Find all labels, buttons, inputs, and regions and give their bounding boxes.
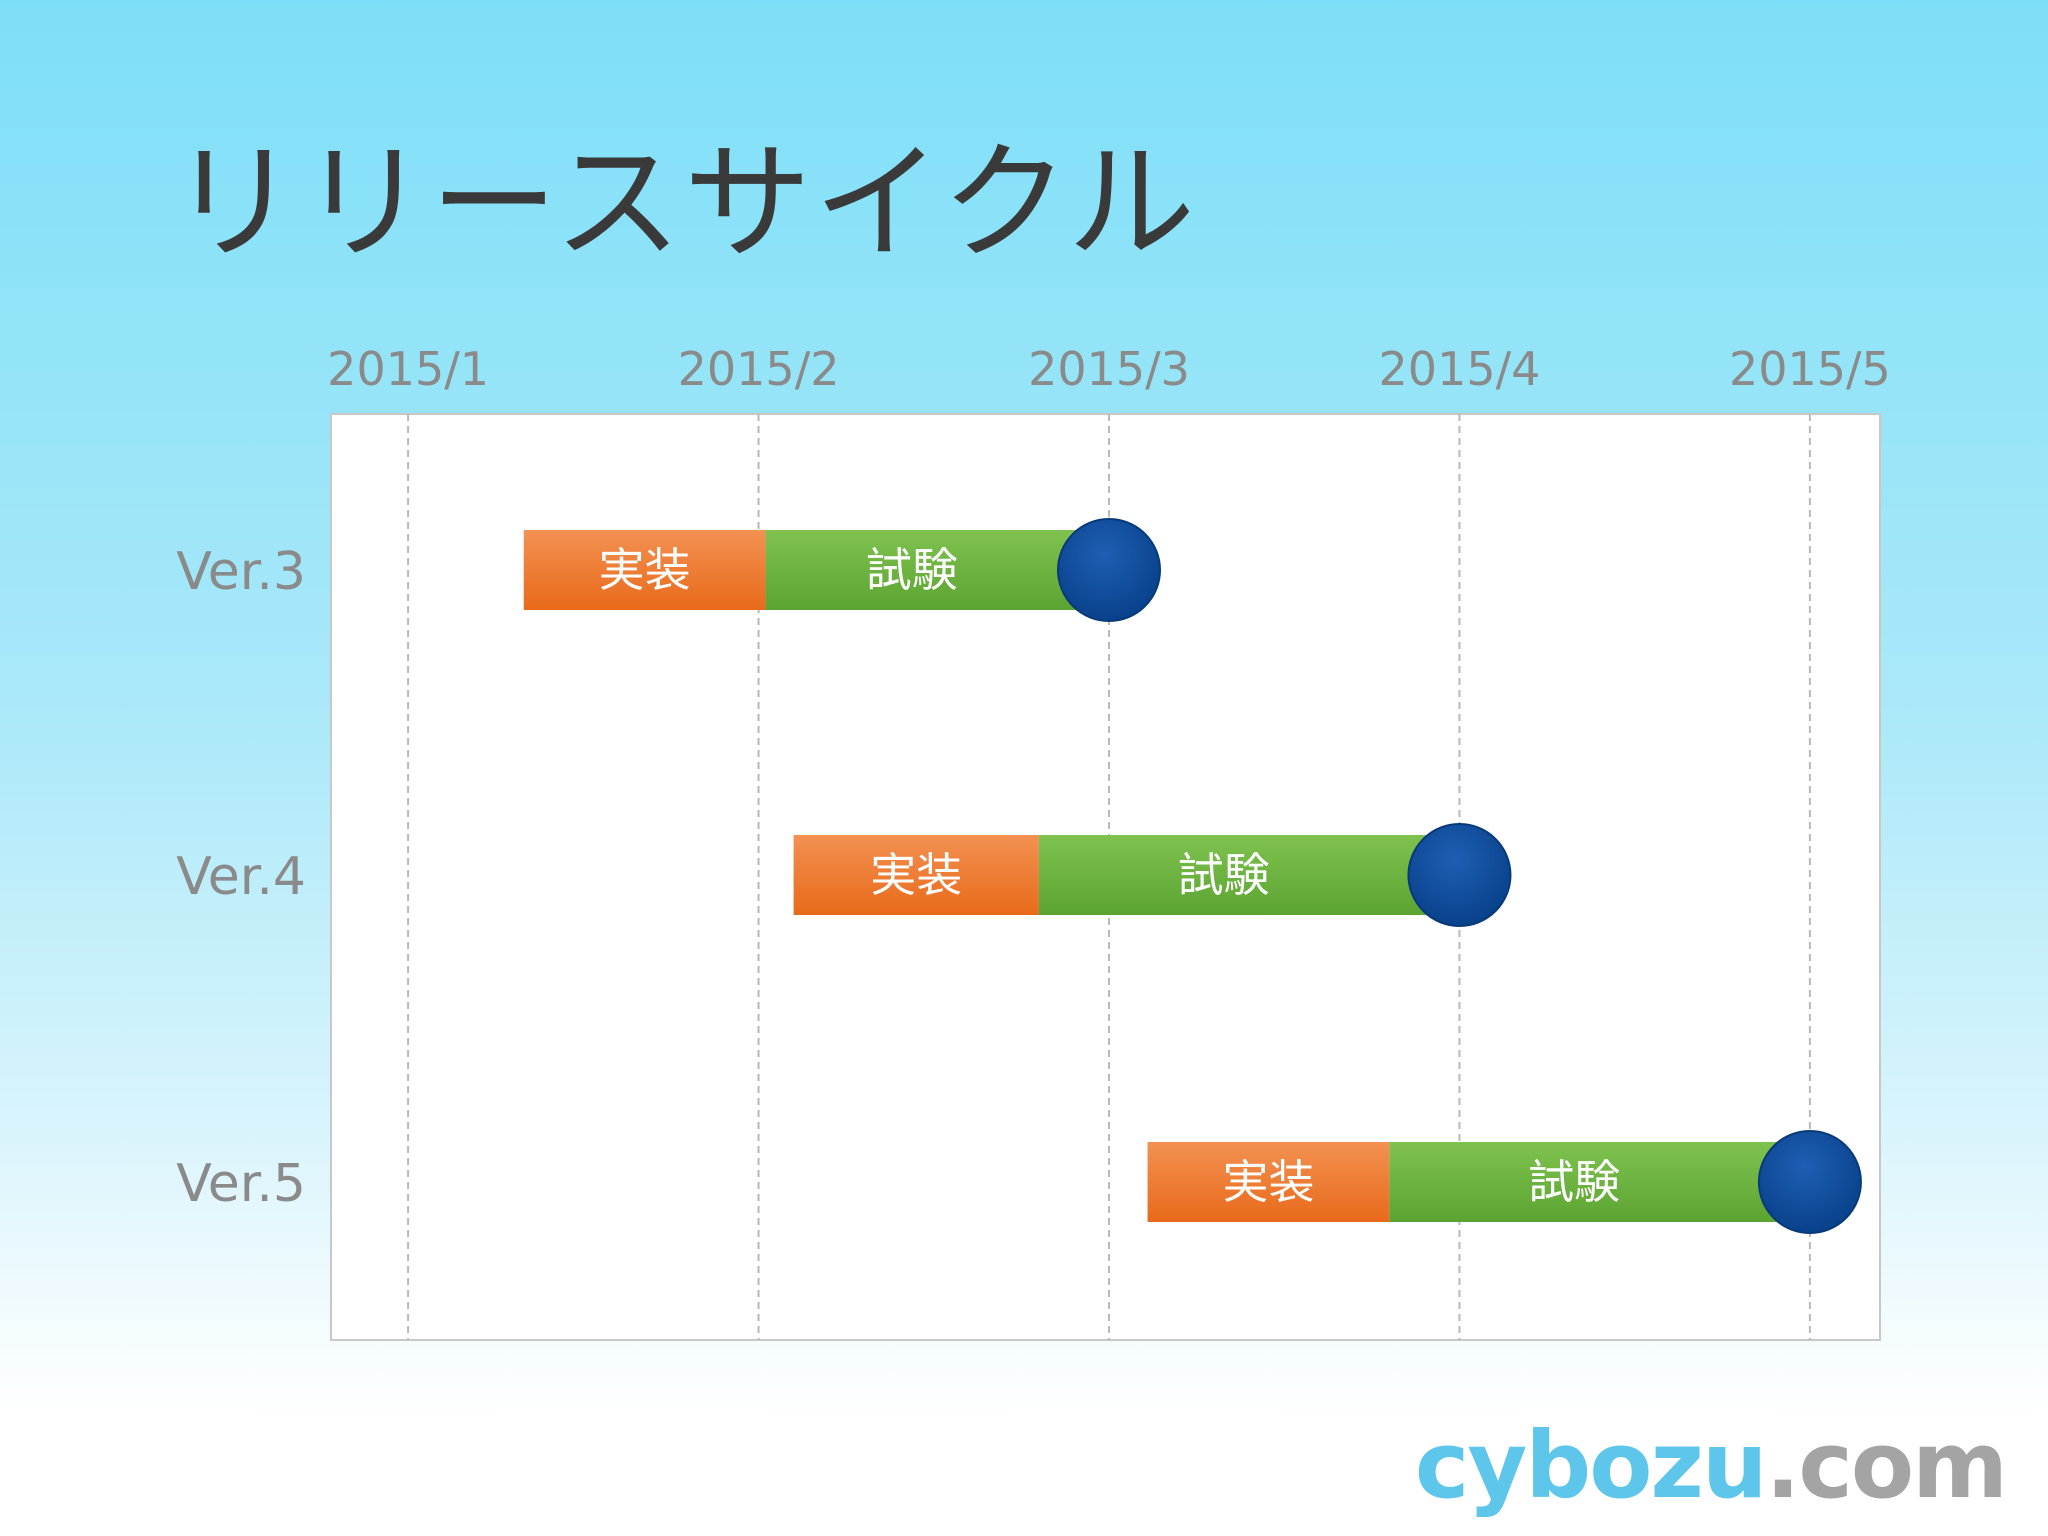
page-title: リリースサイクル xyxy=(170,129,1198,278)
phase-label: 試験 xyxy=(1528,1155,1620,1209)
phase-label: 試験 xyxy=(1178,848,1270,902)
phase-label: 実装 xyxy=(599,543,691,597)
phase-bar-test xyxy=(1389,1142,1810,1222)
gantt-row: 実装 試験 xyxy=(793,823,1512,927)
cybozu-logo: cybozu.com xyxy=(1415,1420,2008,1512)
logo-tld: .com xyxy=(1765,1412,2008,1519)
phase-label: 実装 xyxy=(1222,1155,1314,1209)
milestone-marker xyxy=(1057,518,1162,622)
phase-label: 実装 xyxy=(870,848,962,902)
phase-bar-test xyxy=(1038,835,1460,915)
gantt-row: 実装 試験 xyxy=(1147,1130,1862,1234)
row-label: Ver.5 xyxy=(176,1154,306,1214)
phase-bar-impl xyxy=(1147,1142,1390,1222)
x-tick-label: 2015/4 xyxy=(1379,342,1541,396)
row-label: Ver.3 xyxy=(176,542,306,602)
phase-label: 試験 xyxy=(866,543,958,597)
milestone-marker xyxy=(1757,1130,1862,1234)
phase-bar-test xyxy=(765,530,1110,610)
x-tick-label: 2015/2 xyxy=(678,342,840,396)
row-label: Ver.4 xyxy=(176,847,306,907)
milestone-marker xyxy=(1407,823,1512,927)
x-tick-label: 2015/1 xyxy=(327,342,489,396)
x-tick-label: 2015/3 xyxy=(1028,342,1190,396)
x-tick-label: 2015/5 xyxy=(1729,342,1891,396)
phase-bar-impl xyxy=(523,530,766,610)
gantt-row: 実装 試験 xyxy=(523,518,1162,622)
phase-bar-impl xyxy=(793,835,1039,915)
logo-brand: cybozu xyxy=(1414,1412,1768,1519)
